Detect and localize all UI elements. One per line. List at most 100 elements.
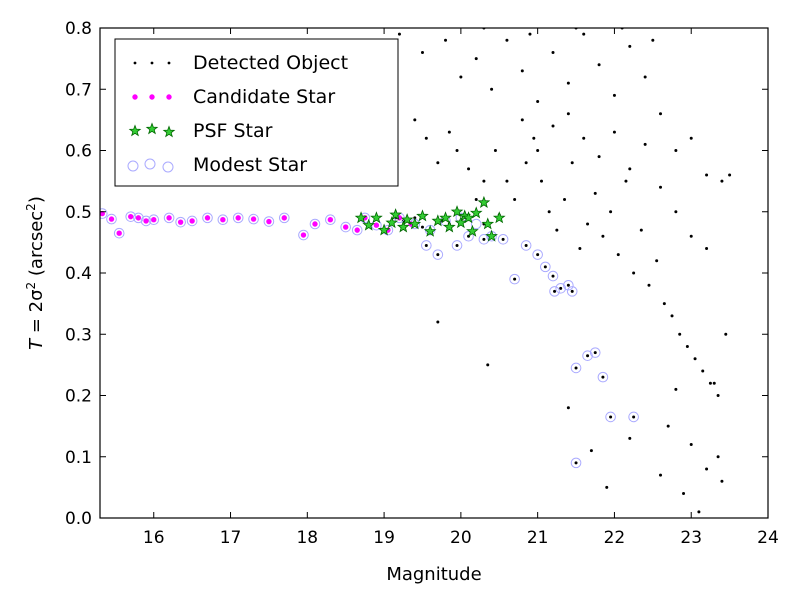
detected-object-point [424, 243, 428, 247]
modest-star-point [202, 212, 213, 224]
legend-star-icon [145, 122, 159, 135]
detected-object-point [593, 191, 597, 195]
psf-star-point [454, 216, 468, 229]
detected-object-point [586, 222, 590, 226]
psf-star-point [385, 216, 399, 229]
candidate-star-point [177, 219, 184, 225]
detected-object-point [682, 492, 686, 495]
modest-star-point [589, 347, 601, 358]
detected-object-point [447, 130, 451, 134]
candidate-star-point [189, 218, 195, 224]
psf-star-point [362, 218, 376, 231]
detected-object-point [639, 228, 643, 232]
detected-object-point [528, 32, 532, 36]
legend: Detected Object Candidate Star PSF Star … [114, 38, 399, 187]
detected-object-point [493, 149, 497, 152]
y-tick-label: 0.3 [65, 325, 92, 345]
modest-star-point [570, 362, 582, 374]
detected-object-point [632, 415, 636, 419]
legend-marker-psf [128, 122, 176, 138]
modest-star-point [432, 249, 444, 260]
detected-object-point [570, 161, 574, 165]
detected-object-point [566, 81, 570, 85]
candidate-star-point [300, 232, 307, 238]
modest-star-point [597, 371, 609, 383]
modest-star-point [463, 230, 474, 242]
modest-star-point [421, 240, 432, 251]
x-tick-label: 19 [373, 528, 395, 548]
candidate-star-point [204, 215, 211, 221]
detected-object-point [586, 354, 590, 358]
detected-object-point [520, 69, 524, 73]
detected-object-point [424, 136, 428, 140]
legend-marker-candidate [132, 94, 172, 100]
y-tick-label: 0.0 [65, 509, 92, 529]
detected-object-point [582, 32, 586, 36]
detected-object-point [628, 436, 632, 440]
detected-object-point [536, 100, 540, 103]
detected-object-point [536, 253, 540, 257]
detected-object-point [397, 32, 401, 36]
y-axis-label: T = 2σ2 (arcsec2) [24, 196, 47, 350]
detected-object-point [628, 44, 632, 48]
detected-object-point [444, 38, 448, 42]
x-tick-label: 16 [143, 528, 165, 548]
modest-star-point [186, 215, 198, 227]
detected-object-point [724, 332, 728, 336]
detected-object-point [616, 253, 620, 257]
modest-star-point [298, 229, 309, 241]
modest-star-point [628, 411, 639, 423]
modest-star-point [106, 213, 117, 225]
modest-star-point [566, 286, 578, 297]
candidate-star-point [343, 224, 349, 230]
detected-object-point [482, 237, 486, 241]
modest-star-point [509, 273, 520, 285]
detected-object-point [651, 38, 655, 42]
y-tick-label: 0.4 [65, 264, 92, 284]
detected-object-point [659, 185, 663, 189]
detected-object-point [674, 210, 678, 214]
detected-object-point [597, 155, 601, 159]
modest-star-point [125, 211, 137, 222]
legend-label-psf: PSF Star [193, 120, 273, 142]
detected-object-point [689, 443, 693, 446]
detected-object-point [551, 124, 555, 128]
legend-marker-modest [127, 158, 174, 173]
x-axis-label: Magnitude [386, 564, 481, 585]
detected-object-point [593, 351, 597, 355]
x-tick-label: 24 [757, 528, 779, 548]
detected-object-point [513, 277, 517, 281]
detected-object-point [632, 271, 636, 275]
detected-object-point [697, 510, 701, 514]
detected-object-point [532, 136, 536, 140]
psf-star-point [439, 211, 452, 224]
axis-ticks: 16 17 18 19 20 21 22 23 24 0.0 0.1 0.2 0.3 0.4 0.5 0.6 0… [65, 19, 779, 548]
detected-object-point [597, 63, 601, 67]
candidate-star-point [220, 217, 226, 223]
modest-star-point [582, 350, 593, 361]
modest-star-point [325, 214, 336, 226]
candidate-star-point [327, 217, 334, 223]
detected-object-point [685, 345, 689, 348]
y-tick-label: 0.5 [65, 203, 92, 223]
candidate-star-point [266, 218, 272, 225]
detected-object-point [566, 406, 570, 410]
detected-object-point [689, 234, 693, 238]
candidate-star-point [166, 215, 172, 221]
detected-object-point [578, 247, 582, 250]
detected-object-point [674, 387, 678, 391]
detected-object-point [555, 228, 559, 232]
candidate-star-point [281, 215, 287, 221]
psf-star-point [462, 211, 475, 224]
psf-star-point [396, 220, 410, 233]
detected-object-point [501, 237, 505, 241]
y-label-suffix: ) [26, 196, 47, 203]
detected-object-point [705, 173, 709, 177]
x-tick-label: 20 [450, 528, 472, 548]
detected-object-point [467, 167, 471, 171]
detected-object-point [728, 173, 732, 177]
psf-star-point [416, 209, 429, 222]
psf-star-point [408, 217, 422, 230]
detected-object-point [420, 225, 424, 229]
